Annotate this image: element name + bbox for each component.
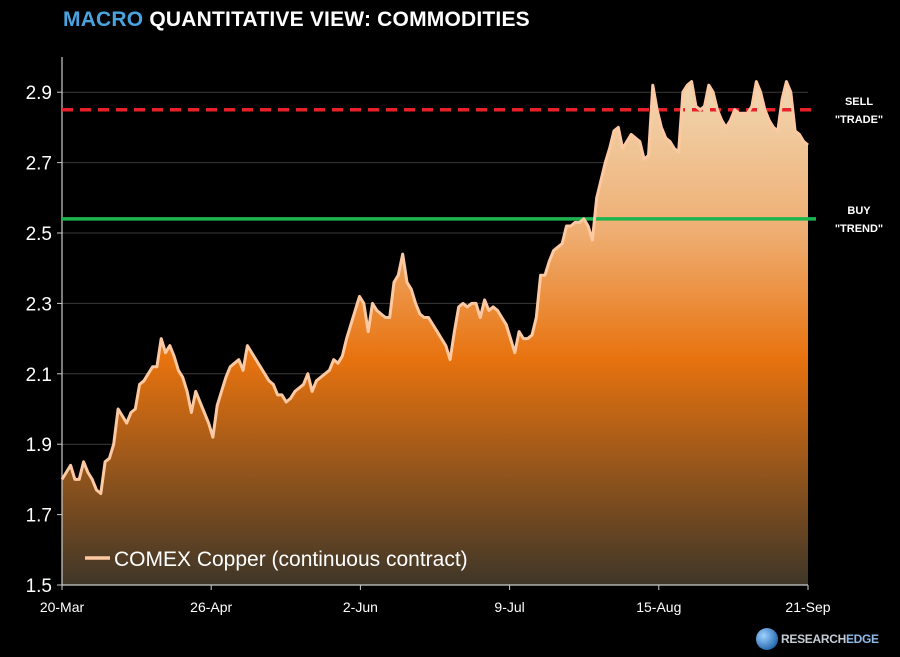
chart-legend: COMEX Copper (continuous contract) bbox=[85, 548, 468, 571]
page-title-accent: MACRO bbox=[63, 8, 144, 31]
series-line-copper bbox=[60, 80, 809, 495]
copper-area-fill bbox=[62, 81, 808, 585]
buy-line-label-2: "TREND" bbox=[835, 223, 883, 235]
x-tick-label: 20-Mar bbox=[40, 599, 85, 615]
reference-lines: SELL "TRADE" BUY "TREND" bbox=[62, 96, 883, 235]
x-tick-label: 21-Sep bbox=[785, 599, 830, 615]
legend-label: COMEX Copper (continuous contract) bbox=[114, 548, 468, 571]
x-tick-label: 2-Jun bbox=[343, 599, 378, 615]
y-tick-label: 2.9 bbox=[26, 83, 52, 104]
sell-line-label-2: "TRADE" bbox=[835, 114, 883, 126]
brand-part1: RESEARCH bbox=[781, 632, 846, 646]
globe-icon bbox=[756, 628, 778, 650]
chart-axes: 1.5 1.7 1.9 2.1 2.3 2.5 2.7 2.9 20-Mar 26-Apr 2-Ju… bbox=[26, 57, 831, 615]
y-tick-label: 2.3 bbox=[26, 294, 52, 315]
page-title: MACRO QUANTITATIVE VIEW: COMMODITIES bbox=[63, 8, 530, 32]
x-tick-label: 26-Apr bbox=[190, 599, 232, 615]
y-tick-label: 2.5 bbox=[26, 224, 52, 245]
brand-text: RESEARCHEDGE bbox=[781, 632, 879, 646]
y-tick-label: 2.7 bbox=[26, 154, 52, 175]
y-tick-label: 2.1 bbox=[26, 365, 52, 386]
x-tick-label: 15-Aug bbox=[636, 599, 681, 615]
sell-line-label-1: SELL bbox=[845, 96, 873, 108]
y-tick-label: 1.7 bbox=[26, 506, 52, 527]
brand-part2: EDGE bbox=[845, 632, 879, 646]
page-title-rest: QUANTITATIVE VIEW: COMMODITIES bbox=[149, 8, 530, 31]
buy-line-label-1: BUY bbox=[847, 205, 871, 217]
y-tick-label: 1.9 bbox=[26, 435, 52, 456]
y-tick-label: 1.5 bbox=[26, 576, 52, 597]
x-tick-label: 9-Jul bbox=[494, 599, 524, 615]
research-edge-logo: RESEARCHEDGE bbox=[756, 628, 879, 650]
